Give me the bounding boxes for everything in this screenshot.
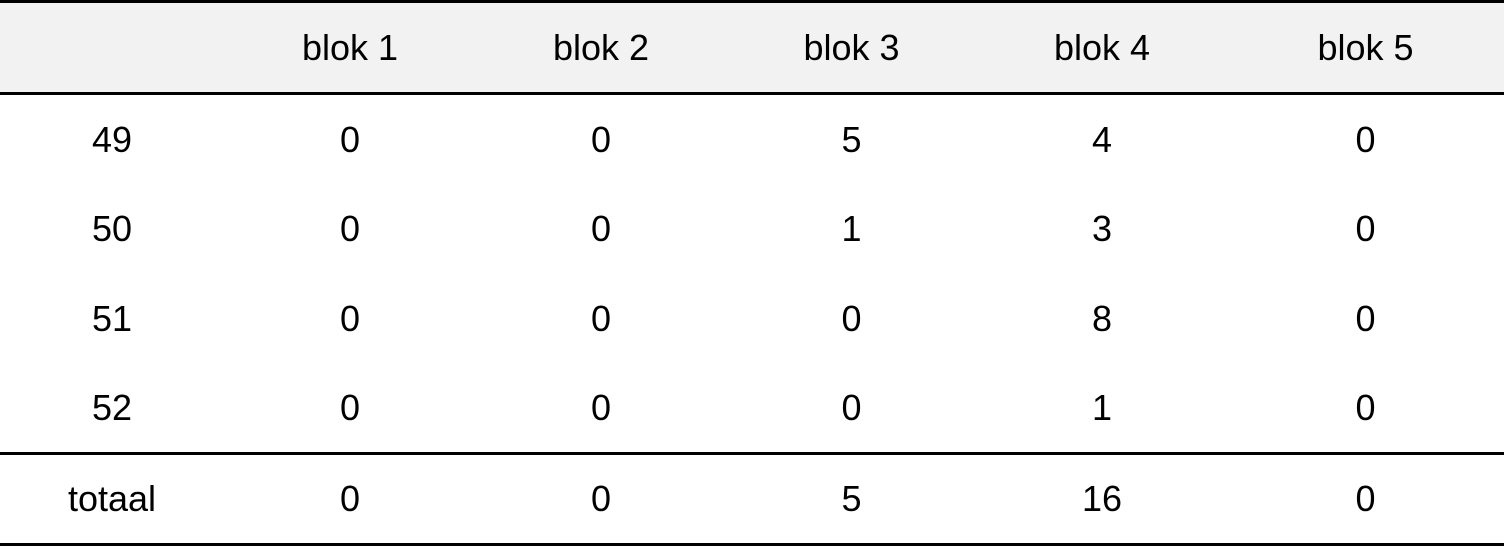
- table-cell: 0: [339, 297, 361, 339]
- header-cell-corner: [0, 0, 224, 95]
- total-cell: 0: [224, 453, 476, 546]
- total-cell: 0: [1227, 453, 1504, 546]
- header-cell-blok-4: blok 4: [977, 0, 1227, 95]
- table-cell: 8: [1091, 297, 1113, 339]
- table-cell: 1: [977, 363, 1227, 455]
- table-cell: 0: [841, 297, 862, 339]
- table-cell: 0: [590, 207, 612, 249]
- row-label: 52: [0, 363, 224, 455]
- table-header: blok 1 blok 2 blok 3 blok 4 blok 5: [0, 0, 1504, 95]
- header-cell-blok-1: blok 1: [224, 0, 476, 95]
- header-row: blok 1 blok 2 blok 3 blok 4 blok 5: [0, 0, 1504, 95]
- table-cell: 0: [224, 363, 476, 455]
- table-footer: totaal 0 0 5 16 0: [0, 453, 1504, 546]
- table-cell: 0: [1355, 207, 1376, 249]
- table-cell: 0: [339, 207, 361, 249]
- table-cell: 0: [476, 363, 726, 455]
- total-row: totaal 0 0 5 16 0: [0, 453, 1504, 546]
- table-row: 50 0 0 1 3 0: [0, 184, 1504, 274]
- table-cell: 3: [1091, 207, 1113, 249]
- header-cell-blok-2: blok 2: [476, 0, 726, 95]
- header-cell-blok-5: blok 5: [1227, 0, 1504, 95]
- table-cell: 1: [841, 207, 862, 249]
- table-cell: 0: [726, 363, 977, 455]
- row-label: 51: [91, 297, 133, 339]
- total-label: totaal: [0, 453, 224, 546]
- row-label: 50: [91, 207, 133, 249]
- table-cell: 0: [1355, 119, 1376, 161]
- table-cell: 4: [1091, 119, 1113, 161]
- table-row: 52 0 0 0 1 0: [0, 363, 1504, 455]
- table-row: 49 0 0 5 4 0: [0, 94, 1504, 184]
- table-cell: 5: [841, 119, 862, 161]
- total-cell: 0: [476, 453, 726, 546]
- total-cell: 16: [977, 453, 1227, 546]
- table-cell: 0: [590, 297, 612, 339]
- table-body: 49 0 0 5 4 0 50 0 0 1 3 0 51 0 0 0 8: [0, 94, 1504, 455]
- table-cell: 0: [1227, 363, 1504, 455]
- table-cell: 0: [339, 119, 361, 161]
- table-cell: 0: [590, 119, 612, 161]
- total-cell: 5: [726, 453, 977, 546]
- table-cell: 0: [1355, 297, 1376, 339]
- table-row: 51 0 0 0 8 0: [0, 274, 1504, 364]
- row-label: 49: [91, 119, 133, 161]
- header-cell-blok-3: blok 3: [726, 0, 977, 95]
